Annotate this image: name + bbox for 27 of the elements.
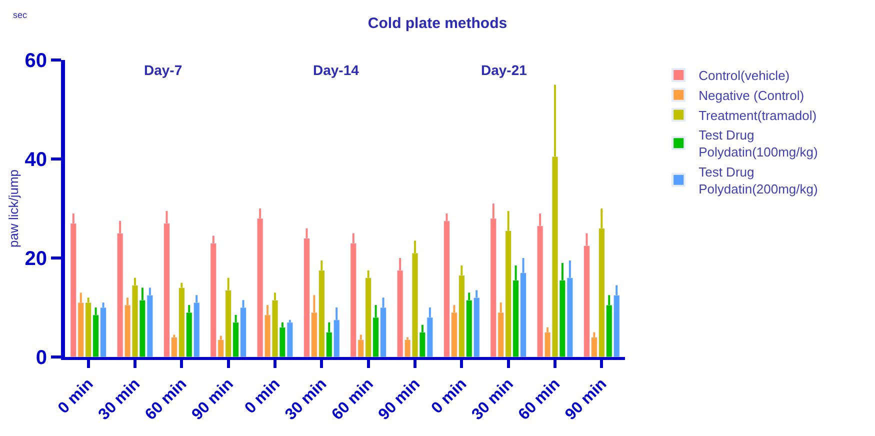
y-tick-label: 20 bbox=[24, 248, 47, 270]
x-tick-label: 90 min bbox=[376, 376, 424, 424]
chart-title: Cold plate methods bbox=[368, 14, 508, 32]
x-tick-label: 0 min bbox=[428, 376, 470, 418]
y-tick-label: 0 bbox=[36, 347, 47, 369]
x-tick-label: 60 min bbox=[516, 376, 564, 424]
legend-label: Test Drug Polydatin(100mg/kg) bbox=[698, 128, 818, 160]
y-tick-label: 60 bbox=[24, 50, 47, 72]
annotation: Day-7 bbox=[144, 62, 182, 78]
annotation: Day-21 bbox=[481, 62, 528, 78]
x-tick-label: 0 min bbox=[55, 376, 97, 418]
y-axis-title: paw lick/jump bbox=[6, 169, 22, 248]
legend-label: Control(vehicle) bbox=[698, 68, 790, 84]
legend-label: Test Drug Polydatin(200mg/kg) bbox=[698, 164, 818, 196]
text: sec bbox=[13, 10, 28, 20]
annotation: Day-14 bbox=[313, 62, 360, 78]
x-tick-label: 0 min bbox=[242, 376, 284, 418]
legend-label: Negative (Control) bbox=[698, 88, 804, 103]
legend-label: Treatment(tramadol) bbox=[698, 108, 817, 123]
x-tick-label: 60 min bbox=[142, 376, 190, 424]
x-tick-label: 30 min bbox=[282, 376, 330, 424]
x-tick-label: 90 min bbox=[562, 376, 610, 424]
y-tick-label: 40 bbox=[24, 149, 47, 171]
x-tick-label: 30 min bbox=[468, 376, 517, 424]
x-tick-label: 30 min bbox=[96, 376, 144, 424]
x-tick-label: 90 min bbox=[188, 376, 237, 424]
x-tick-label: 60 min bbox=[328, 376, 377, 424]
